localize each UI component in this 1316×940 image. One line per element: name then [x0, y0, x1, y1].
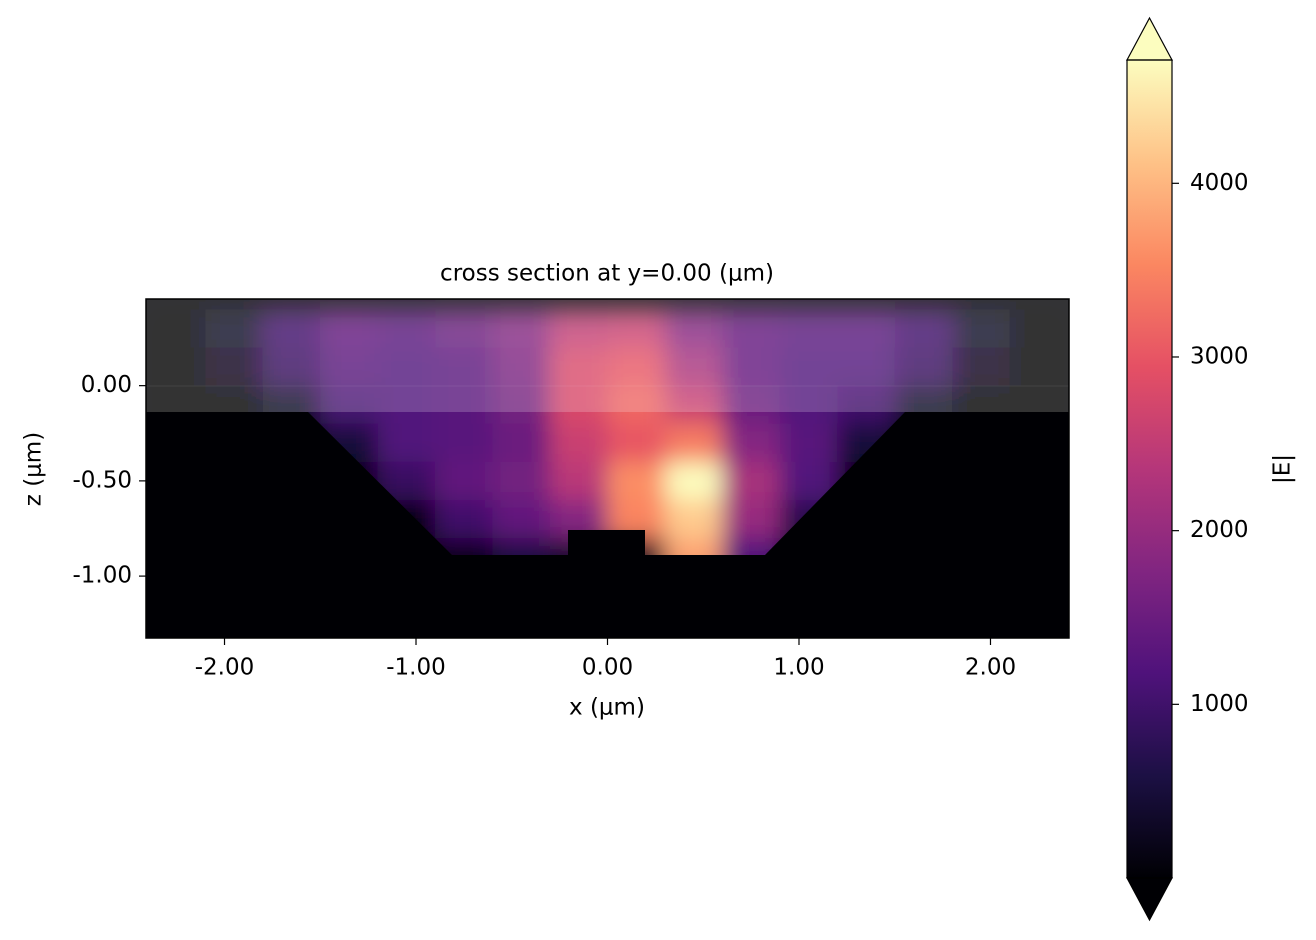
- heatmap-cell: [664, 385, 723, 425]
- heatmap-cell: [722, 347, 781, 387]
- heatmap-cell: [492, 461, 551, 501]
- heatmap-cell: [492, 423, 551, 463]
- heatmap-cell: [147, 347, 206, 387]
- heatmap-cell: [779, 423, 838, 463]
- heatmap-cell: [664, 423, 723, 463]
- heatmap-cell: [894, 309, 953, 349]
- heatmap-cell: [435, 385, 494, 425]
- heatmap-cell: [894, 347, 953, 387]
- heatmap-cell: [377, 309, 436, 349]
- heatmap-cell: [320, 385, 379, 425]
- colorbar-tick-label: 4000: [1190, 170, 1249, 196]
- y-tick-label: -0.50: [72, 467, 132, 493]
- heatmap-cell: [377, 347, 436, 387]
- heatmap-cell: [377, 385, 436, 425]
- heatmap-cell: [722, 423, 781, 463]
- colorbar-extend-max: [1125, 16, 1174, 61]
- heatmap-cell: [837, 347, 896, 387]
- heatmap-cell: [435, 423, 494, 463]
- structure: [146, 299, 1069, 638]
- heatmap-cell: [492, 385, 551, 425]
- x-tick-label: 2.00: [965, 655, 1016, 681]
- substrate: [146, 412, 1069, 638]
- heatmap-cell: [607, 385, 666, 425]
- heatmap-cell: [492, 309, 551, 349]
- heatmap-cell: [722, 309, 781, 349]
- heatmap-cell: [779, 309, 838, 349]
- colorbar-tick-label: 3000: [1190, 343, 1249, 369]
- heatmap-cell: [837, 385, 896, 425]
- heatmap-cell: [435, 309, 494, 349]
- heatmap-cell: [952, 309, 1011, 349]
- x-tick-label: -1.00: [386, 655, 446, 681]
- heatmap-cell: [262, 309, 321, 349]
- heatmap-cell: [664, 499, 723, 539]
- heatmap-cell: [435, 461, 494, 501]
- colorbar-tick-label: 2000: [1190, 517, 1249, 543]
- heatmap-cell: [205, 309, 264, 349]
- heatmap-cell: [607, 461, 666, 501]
- heatmap-cell: [377, 423, 436, 463]
- colorbar-label: |E|: [1270, 454, 1296, 484]
- heatmap-cell: [607, 309, 666, 349]
- x-axis-label: x (μm): [569, 695, 645, 721]
- x-tick-label: 0.00: [582, 655, 633, 681]
- heatmap-cell: [837, 309, 896, 349]
- colorbar: [1127, 60, 1172, 878]
- heatmap-cell: [722, 461, 781, 501]
- heatmap-cell: [607, 423, 666, 463]
- heatmap-cell: [147, 309, 206, 349]
- heatmap-cell: [550, 385, 608, 425]
- colorbar-frame: [1126, 59, 1173, 879]
- heatmap-cell: [262, 347, 321, 387]
- heatmap-cell: [779, 385, 838, 425]
- heatmap-cell: [435, 347, 494, 387]
- heatmap-cell: [435, 499, 494, 539]
- y-tick-label: -1.00: [72, 563, 132, 589]
- heatmap-cell: [722, 385, 781, 425]
- heatmap-cell: [779, 347, 838, 387]
- heatmap-cell: [205, 347, 264, 387]
- heatmap-cell: [1009, 347, 1068, 387]
- heatmap-cell: [607, 347, 666, 387]
- chart-title: cross section at y=0.00 (μm): [440, 261, 774, 287]
- heatmap-cell: [550, 309, 608, 349]
- heatmap-cell: [492, 347, 551, 387]
- heatmap-cell: [320, 309, 379, 349]
- cladding: [146, 299, 1069, 412]
- heatmap-cell: [492, 499, 551, 539]
- x-tick-label: 1.00: [773, 655, 824, 681]
- heatmap-cell: [952, 347, 1011, 387]
- heatmap-cell: [550, 461, 608, 501]
- colorbar-tick-label: 1000: [1190, 691, 1249, 717]
- heatmap-cell: [550, 423, 608, 463]
- heatmap-cell: [722, 499, 781, 539]
- y-tick-label: 0.00: [81, 372, 132, 398]
- heatmap-cell: [1009, 309, 1068, 349]
- heatmap-cell: [664, 461, 723, 501]
- heatmap-cell: [550, 347, 608, 387]
- heatmap-cell: [664, 347, 723, 387]
- heatmap-cell: [664, 309, 723, 349]
- x-tick-label: -2.00: [195, 655, 255, 681]
- colorbar-extend-min: [1125, 877, 1174, 922]
- heatmap-cell: [320, 347, 379, 387]
- y-axis-label: z (μm): [21, 432, 47, 506]
